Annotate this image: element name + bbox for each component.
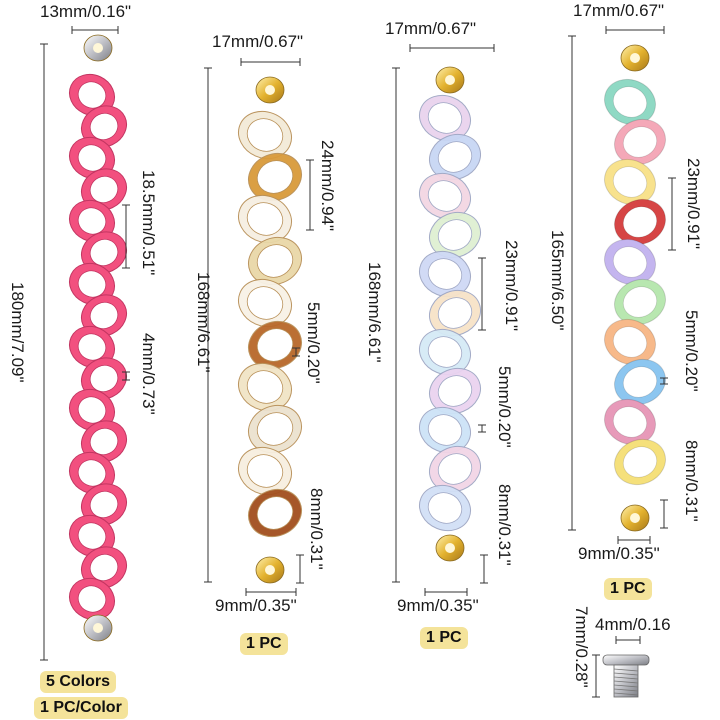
chain-link bbox=[81, 483, 127, 526]
chain-link bbox=[238, 362, 292, 412]
c2-bottom-label: 9mm/0.35" bbox=[215, 596, 297, 615]
c4-clasp-label: 8mm/0.31" bbox=[682, 440, 701, 522]
c4-width-label: 17mm/0.67" bbox=[573, 1, 665, 20]
chain-link bbox=[429, 211, 481, 259]
c4-thickness-label: 5mm/0.20" bbox=[682, 310, 701, 392]
screw bbox=[602, 654, 650, 698]
bottom-clasp bbox=[255, 556, 285, 584]
c3-length-label: 168mm/6.61" bbox=[365, 262, 384, 363]
chain-link bbox=[69, 73, 115, 117]
c4-link-height-label: 23mm/0.91" bbox=[684, 158, 703, 250]
c4-bottom-label: 9mm/0.35" bbox=[578, 544, 660, 563]
bottom-clasp bbox=[83, 614, 113, 642]
chain-link bbox=[81, 546, 127, 589]
chain-pink bbox=[69, 34, 127, 642]
screw-width-label: 4mm/0.16 bbox=[595, 615, 671, 634]
c3-thickness-label: 5mm/0.20" bbox=[495, 366, 514, 448]
c3-link-height-label: 23mm/0.91" bbox=[502, 240, 521, 332]
screw-shaft bbox=[613, 664, 639, 698]
c1-qty-badge: 1 PC/Color bbox=[34, 697, 128, 719]
c1-width-label: 13mm/0.16" bbox=[40, 2, 132, 21]
chain-link bbox=[238, 446, 292, 496]
chain-link bbox=[69, 388, 115, 432]
chain-link bbox=[238, 110, 292, 160]
chain-rainbow bbox=[604, 44, 666, 532]
c2-clasp-label: 8mm/0.31" bbox=[307, 488, 326, 570]
chain-link bbox=[81, 420, 127, 463]
chain-link bbox=[419, 406, 471, 454]
chain-link bbox=[81, 168, 127, 211]
chain-link bbox=[248, 488, 302, 538]
chain-link bbox=[604, 238, 656, 286]
chain-amber bbox=[238, 76, 302, 584]
c3-bottom-label: 9mm/0.35" bbox=[397, 596, 479, 615]
c2-thickness-label: 5mm/0.20" bbox=[304, 302, 323, 384]
chain-link bbox=[614, 358, 666, 406]
chain-link bbox=[604, 158, 656, 206]
chain-link bbox=[248, 236, 302, 286]
chain-link bbox=[69, 577, 115, 621]
bottom-clasp bbox=[620, 504, 650, 532]
chain-link bbox=[69, 325, 115, 369]
screw-height-label: 7mm/0.28" bbox=[572, 606, 591, 688]
c4-length-label: 165mm/6.50" bbox=[548, 230, 567, 331]
dimension-lines bbox=[40, 26, 676, 698]
chain-link bbox=[248, 152, 302, 202]
c2-link-height-label: 24mm/0.94" bbox=[318, 140, 337, 232]
chain-link bbox=[604, 398, 656, 446]
top-clasp bbox=[255, 76, 285, 104]
c2-width-label: 17mm/0.67" bbox=[212, 32, 304, 51]
chain-link bbox=[81, 357, 127, 400]
chain-link bbox=[614, 278, 666, 326]
c2-length-label: 168mm/6.61" bbox=[194, 272, 213, 373]
chain-link bbox=[248, 320, 302, 370]
top-clasp bbox=[620, 44, 650, 72]
chain-link bbox=[419, 172, 471, 220]
chain-link bbox=[429, 289, 481, 337]
chain-link bbox=[238, 194, 292, 244]
c1-link-height-label: 18.5mm/0.51" bbox=[139, 170, 158, 276]
chain-link bbox=[614, 438, 666, 486]
c2-qty-badge: 1 PC bbox=[240, 633, 288, 655]
chain-link bbox=[429, 445, 481, 493]
chain-pastel-clear bbox=[419, 66, 481, 562]
c1-length-label: 180mm/7.09" bbox=[8, 282, 27, 383]
c3-clasp-label: 8mm/0.31" bbox=[495, 484, 514, 566]
chain-link bbox=[419, 94, 471, 142]
c3-width-label: 17mm/0.67" bbox=[385, 19, 477, 38]
top-clasp bbox=[83, 34, 113, 62]
chain-link bbox=[69, 199, 115, 243]
chain-link bbox=[419, 328, 471, 376]
c1-colors-badge: 5 Colors bbox=[40, 671, 117, 693]
chain-link bbox=[604, 78, 656, 126]
c4-qty-badge: 1 PC bbox=[604, 578, 652, 600]
c1-thickness-label: 4mm/0.73" bbox=[139, 333, 158, 415]
c3-qty-badge: 1 PC bbox=[420, 627, 468, 649]
chain-link bbox=[69, 262, 115, 306]
chain-link bbox=[419, 250, 471, 298]
chain-link bbox=[614, 118, 666, 166]
top-clasp bbox=[435, 66, 465, 94]
chain-link bbox=[614, 198, 666, 246]
chain-link bbox=[419, 484, 471, 532]
screw-head bbox=[602, 654, 650, 666]
chain-link bbox=[248, 404, 302, 454]
chain-link bbox=[238, 278, 292, 328]
chain-link bbox=[69, 136, 115, 180]
chain-link bbox=[69, 514, 115, 558]
chain-link bbox=[81, 105, 127, 148]
bottom-clasp bbox=[435, 534, 465, 562]
chain-link bbox=[429, 133, 481, 181]
chain-link bbox=[81, 231, 127, 274]
chain-link bbox=[604, 318, 656, 366]
chain-link bbox=[69, 451, 115, 495]
chain-link bbox=[429, 367, 481, 415]
chain-link bbox=[81, 294, 127, 337]
